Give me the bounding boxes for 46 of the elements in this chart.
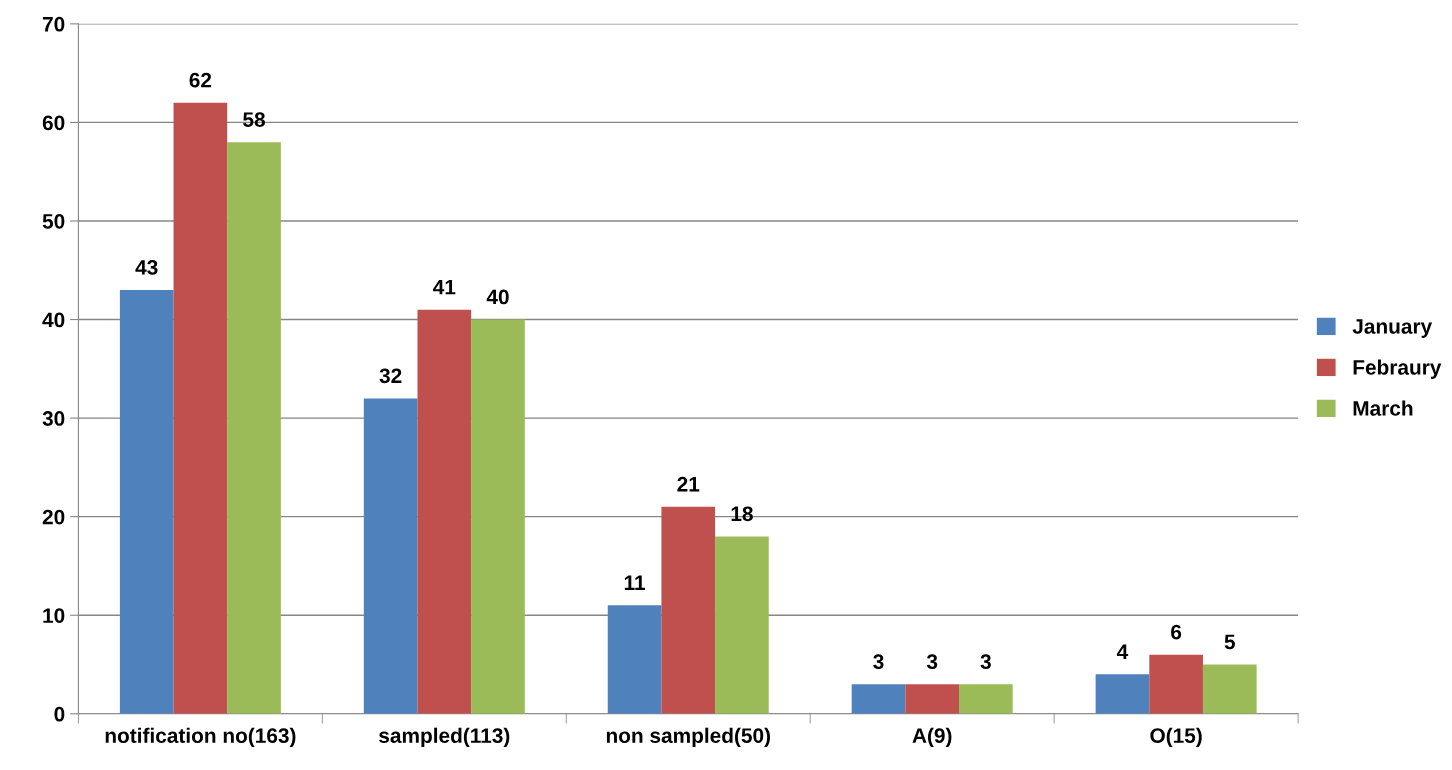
y-tick-label: 20 xyxy=(42,509,65,525)
legend-label: January xyxy=(1352,319,1433,338)
legend-label: Febraury xyxy=(1353,359,1442,379)
bar xyxy=(173,102,228,714)
data-label: 3 xyxy=(980,654,991,670)
bar xyxy=(1149,654,1203,714)
data-label: 62 xyxy=(189,72,212,88)
y-tick-label: 30 xyxy=(42,411,65,426)
bar xyxy=(1202,664,1257,714)
y-tick-label: 70 xyxy=(42,16,65,32)
bar xyxy=(959,684,1013,714)
data-label: 5 xyxy=(1224,634,1235,650)
data-label: 58 xyxy=(243,112,265,127)
data-label: 43 xyxy=(135,260,158,275)
y-tick-label: 40 xyxy=(42,312,65,328)
bar xyxy=(417,309,472,714)
x-tick-label: A(9) xyxy=(912,727,952,748)
bar xyxy=(661,506,716,714)
bar xyxy=(1095,674,1150,714)
bar xyxy=(119,289,174,714)
x-tick-label: non sampled(50) xyxy=(606,727,770,748)
bar xyxy=(471,319,525,714)
x-tick-label: O(15) xyxy=(1150,727,1202,748)
data-label: 11 xyxy=(624,575,646,590)
data-label: 18 xyxy=(731,506,753,522)
x-tick-label: sampled(113) xyxy=(379,727,510,748)
x-tick-label: notification no(163) xyxy=(105,727,296,748)
data-label: 21 xyxy=(677,476,700,492)
y-tick-label: 0 xyxy=(54,706,65,722)
data-label: 6 xyxy=(1171,624,1182,640)
y-tick-label: 50 xyxy=(42,213,65,229)
bar xyxy=(227,142,281,714)
y-tick-label: 60 xyxy=(42,115,65,131)
data-label: 3 xyxy=(873,654,884,670)
legend-label: March xyxy=(1353,400,1413,416)
data-label: 3 xyxy=(926,654,938,670)
data-label: 40 xyxy=(486,289,509,305)
data-label: 4 xyxy=(1116,644,1129,659)
data-label: 41 xyxy=(433,279,456,295)
bar xyxy=(607,605,662,714)
bar xyxy=(715,536,769,714)
y-tick-label: 10 xyxy=(43,608,65,623)
bar xyxy=(851,684,906,714)
data-label: 32 xyxy=(379,368,402,384)
bar xyxy=(363,398,418,714)
bar xyxy=(905,684,960,714)
